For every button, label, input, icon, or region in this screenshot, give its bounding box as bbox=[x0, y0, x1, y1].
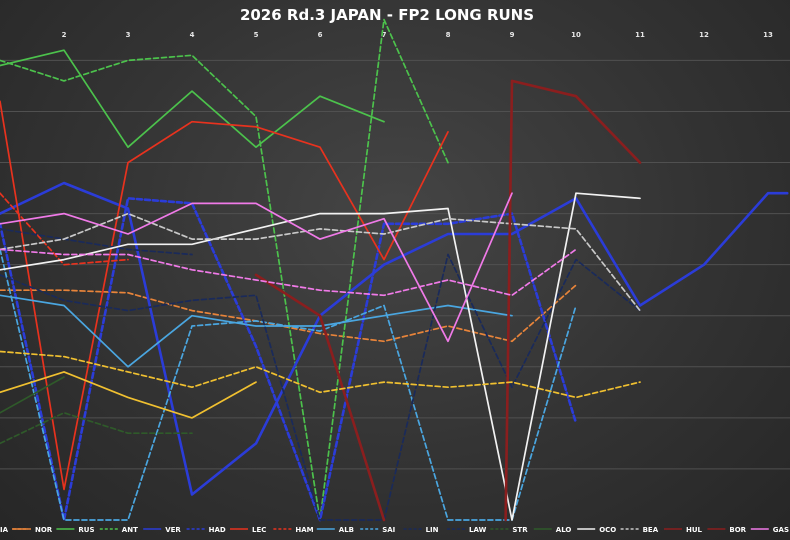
x-axis-ticks: 2 3 4 5 6 7 8 9 10 11 12 13 bbox=[62, 31, 773, 39]
legend-label-bor: BOR bbox=[729, 526, 746, 534]
series-line-ham bbox=[0, 192, 129, 266]
legend-label-lin: LIN bbox=[426, 526, 439, 534]
x-tick-label: 6 bbox=[318, 31, 323, 39]
legend-label-rus: RUS bbox=[78, 526, 94, 534]
x-tick-label: 13 bbox=[763, 31, 773, 39]
x-tick-label: 11 bbox=[635, 31, 645, 39]
series-line-bor bbox=[504, 79, 642, 522]
x-tick-label: 9 bbox=[510, 31, 515, 39]
legend-label-alb: ALB bbox=[339, 526, 354, 534]
legend-label-ia: IA bbox=[0, 526, 9, 534]
series-line-gas bbox=[0, 192, 513, 343]
series-line-law bbox=[0, 228, 193, 256]
x-tick-label: 7 bbox=[382, 31, 387, 39]
x-tick-label: 10 bbox=[571, 31, 581, 39]
legend-label-lec: LEC bbox=[252, 526, 266, 534]
legend-label-bea: BEA bbox=[643, 526, 659, 534]
x-tick-label: 2 bbox=[62, 31, 67, 39]
series-lines bbox=[0, 18, 789, 522]
x-tick-label: 5 bbox=[254, 31, 259, 39]
series-line-ant bbox=[0, 18, 449, 521]
series-line-lec bbox=[0, 100, 449, 491]
legend-label-str: STR bbox=[512, 526, 528, 534]
series-line-alb bbox=[0, 294, 513, 368]
grid bbox=[0, 59, 790, 470]
series-line-str bbox=[0, 411, 193, 445]
series-line-col bbox=[0, 248, 577, 297]
legend: IA NOR RUS ANT VER HAD LEC HAM ALB SAI LIN LAW STR AL… bbox=[0, 526, 789, 534]
series-line-sai bbox=[0, 248, 577, 521]
series-line-had bbox=[0, 197, 578, 522]
legend-label-nor: NOR bbox=[35, 526, 53, 534]
legend-label-had: HAD bbox=[209, 526, 226, 534]
series-line-per bbox=[0, 371, 257, 419]
chart-title: 2026 Rd.3 JAPAN - FP2 LONG RUNS bbox=[240, 6, 534, 24]
x-tick-label: 12 bbox=[699, 31, 709, 39]
legend-label-law: LAW bbox=[469, 526, 487, 534]
legend-label-ham: HAM bbox=[295, 526, 313, 534]
legend-label-hul: HUL bbox=[686, 526, 703, 534]
legend-label-alo: ALO bbox=[556, 526, 572, 534]
series-line-nor bbox=[0, 284, 577, 343]
series-line-bot bbox=[0, 350, 641, 399]
legend-label-gas: GAS bbox=[773, 526, 789, 534]
legend-label-ant: ANT bbox=[122, 526, 138, 534]
series-line-hul bbox=[254, 273, 386, 522]
series-line-rus bbox=[0, 49, 385, 149]
x-tick-label: 3 bbox=[126, 31, 131, 39]
legend-label-sai: SAI bbox=[382, 526, 395, 534]
x-tick-label: 8 bbox=[446, 31, 451, 39]
legend-label-ver: VER bbox=[165, 526, 181, 534]
series-line-alo bbox=[0, 376, 65, 414]
series-line-bea bbox=[0, 212, 641, 312]
x-tick-label: 4 bbox=[190, 31, 195, 39]
series-line-oco bbox=[0, 192, 641, 521]
series-line-lin bbox=[0, 253, 641, 521]
series-line-ver bbox=[0, 181, 789, 496]
legend-label-oco: OCO bbox=[599, 526, 616, 534]
